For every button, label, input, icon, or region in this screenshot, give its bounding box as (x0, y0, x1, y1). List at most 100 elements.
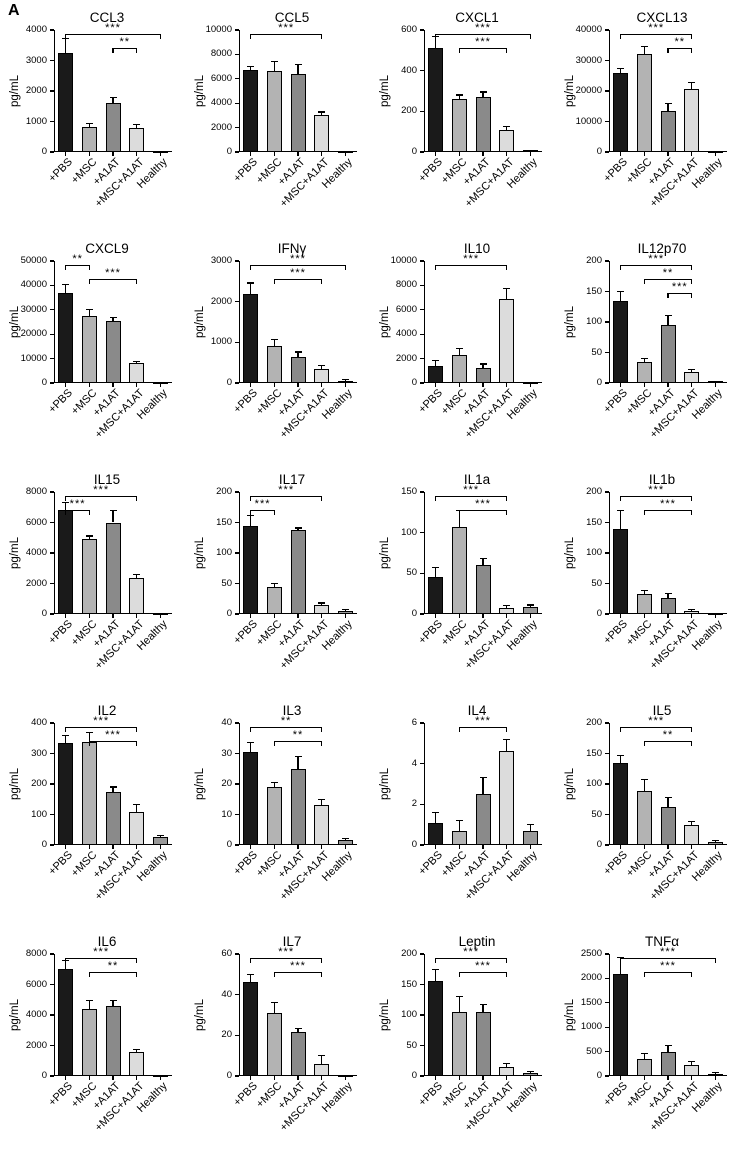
error-bar-cap (85, 123, 93, 125)
x-tick (529, 614, 531, 618)
x-tick (250, 614, 252, 618)
significance-bracket-tick (112, 48, 114, 53)
bar-msc-a1at (499, 1066, 515, 1076)
y-tick-label: 1000 (210, 336, 232, 348)
y-tick-label: 100 (216, 547, 232, 558)
y-tick (50, 752, 54, 755)
bar-msc-a1at (684, 610, 700, 614)
significance-bracket (274, 279, 322, 281)
x-tick (112, 845, 114, 849)
y-tick (605, 752, 609, 755)
significance-bracket (435, 34, 531, 36)
error-bar (344, 609, 346, 611)
y-tick-label: 50 (591, 577, 602, 589)
error-bar (458, 510, 460, 527)
y-tick-label: 300 (31, 747, 47, 759)
error-bar (691, 82, 693, 90)
bar-a1at (290, 73, 306, 152)
bar-a1at (475, 368, 491, 383)
y-tick-label: 10000 (390, 255, 417, 266)
bar-msc-a1at (314, 604, 330, 614)
x-tick (506, 152, 508, 156)
chart-title: IL2 (97, 703, 117, 718)
significance-bracket-tick (506, 496, 508, 501)
y-tick-label: 0 (41, 1070, 47, 1081)
y-tick-label: 6 (411, 717, 417, 728)
chart-title: IL5 (652, 703, 672, 718)
x-tick (714, 845, 716, 849)
y-tick-label: 100 (586, 316, 602, 327)
error-bar (667, 315, 669, 326)
error-bar-cap (640, 1052, 648, 1055)
significance-bracket-tick (344, 265, 346, 270)
error-bar-cap (85, 732, 93, 734)
y-tick (605, 613, 609, 615)
significance-bracket (250, 265, 346, 267)
bar-msc (81, 1008, 97, 1076)
y-tick (235, 151, 239, 153)
bar-a1at (660, 110, 676, 152)
y-tick-label: 0 (411, 608, 417, 619)
bar-msc (266, 586, 282, 614)
significance-label: *** (648, 253, 665, 265)
bar-msc (636, 361, 652, 383)
error-bar (691, 821, 693, 825)
y-tick-label: 3000 (210, 255, 232, 266)
y-tick (50, 491, 54, 493)
error-bar (506, 126, 508, 130)
significance-bracket (644, 510, 692, 512)
x-tick (458, 614, 460, 618)
y-tick (50, 1075, 54, 1077)
x-tick (643, 845, 645, 849)
significance-label: ** (72, 253, 83, 265)
error-bar-cap (617, 754, 625, 756)
significance-bracket-tick (88, 510, 90, 515)
x-tick (620, 152, 622, 156)
significance-bracket-tick (643, 510, 645, 515)
chart-il1a: IL1a pg/mL 0 50 100 150 +PBS +MSC +A1AT +MSC+A1AT… (372, 470, 557, 701)
y-tick-label: 8000 (395, 279, 417, 291)
y-tick (605, 813, 609, 816)
y-tick (50, 552, 54, 554)
x-tick (691, 1076, 693, 1080)
y-tick-label: 50 (591, 346, 602, 358)
y-tick-label: 50 (591, 808, 602, 820)
significance-bracket (459, 972, 507, 974)
y-tick (420, 763, 424, 765)
significance-bracket-tick (321, 496, 323, 501)
y-tick (605, 351, 609, 354)
y-axis-label: pg/mL (379, 537, 391, 569)
y-tick (50, 953, 54, 955)
error-bar-cap (617, 67, 625, 69)
x-tick (344, 1076, 346, 1080)
bar-a1at (475, 794, 491, 845)
chart-title: IL3 (282, 703, 302, 718)
error-bar-cap (270, 1002, 278, 1004)
y-tick (420, 803, 424, 805)
chart-title: TNFα (644, 934, 680, 949)
bar-msc (266, 346, 282, 383)
significance-bracket-tick (691, 293, 693, 298)
x-tick (691, 845, 693, 849)
chart-title: CXCL1 (455, 10, 499, 25)
x-tick (112, 614, 114, 618)
error-bar (88, 123, 90, 127)
significance-bracket-tick (273, 279, 275, 284)
error-bar (506, 605, 508, 609)
x-tick (321, 845, 323, 849)
x-tick (159, 845, 161, 849)
error-bar (65, 960, 67, 970)
bar-healthy (337, 610, 353, 614)
error-bar-cap (711, 1072, 719, 1074)
bar-healthy (707, 841, 723, 845)
y-tick (235, 1034, 239, 1036)
x-tick (667, 614, 669, 618)
significance-bracket-tick (88, 972, 90, 977)
y-tick (420, 983, 424, 986)
bar-msc (636, 54, 652, 152)
bar-msc (451, 354, 467, 383)
x-tick (136, 152, 138, 156)
y-tick-label: 0 (41, 377, 47, 388)
bar-pbs (58, 969, 74, 1076)
significance-bracket-tick (643, 741, 645, 746)
